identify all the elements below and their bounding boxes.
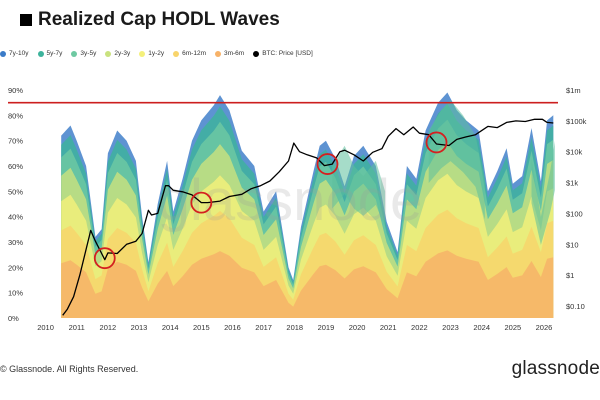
legend-swatch-icon [0,50,6,57]
legend-swatch-icon [105,50,112,57]
legend-item[interactable]: 1y-2y [139,50,164,57]
teal-band-segment [332,145,386,227]
highlight-circle [425,131,448,154]
y-left-tick-label: 60% [8,162,23,171]
x-tick-label: 2014 [162,323,179,332]
legend-item[interactable]: 3y-5y [71,50,96,57]
legend-label: BTC: Price [USD] [262,50,313,57]
legend-item[interactable]: 2y-3y [105,50,130,57]
legend-label: 6m-12m [182,50,206,57]
page-title: Realized Cap HODL Waves [20,9,280,31]
chart-legend: 7y-10y 5y-7y 3y-5y 2y-3y 1y-2y 6m-12m 3m-6m BTC… [0,50,322,57]
legend-item[interactable]: BTC: Price [USD] [253,50,313,57]
y-left-tick-label: 10% [8,289,23,298]
legend-swatch-icon [214,50,221,57]
highlight-circle [93,247,116,270]
hodl-waves-chart: glassnode 2010 2011 2012 2013 2014 2015 2016 20… [8,86,587,332]
title-square-icon [20,14,32,26]
teal-band-segment [428,100,485,220]
legend-label: 1y-2y [148,50,165,57]
legend-item[interactable]: 3m-6m [214,50,245,57]
highlight-circle [190,191,213,214]
legend-label: 7y-10y [9,50,29,57]
legend-label: 3y-5y [80,50,97,57]
y-right-tick-label: $10 [566,240,579,249]
watermark: glassnode [158,168,422,233]
y-right-tick-label: $10k [566,148,583,157]
x-tick-label: 2015 [193,323,210,332]
y-left-tick-label: 0% [8,314,19,323]
page-title-text: Realized Cap HODL Waves [38,9,280,30]
y-left-tick-label: 50% [8,187,23,196]
y-left-tick-label: 30% [8,238,23,247]
x-tick-label: 2016 [224,323,241,332]
copyright-text: © Glassnode. All Rights Reserved. [0,364,139,374]
x-tick-label: 2011 [69,323,85,332]
glassnode-logo: glassnode [511,358,600,379]
y-left-tick-label: 80% [8,111,23,120]
legend-item[interactable]: 7y-10y [0,50,29,57]
x-tick-label: 2025 [504,323,521,332]
btc-price-line [62,118,554,316]
x-tick-label: 2021 [380,323,397,332]
y-left-tick-label: 40% [8,213,23,222]
legend-item[interactable]: 6m-12m [173,50,206,57]
x-tick-label: 2026 [536,323,553,332]
x-tick-label: 2023 [442,323,459,332]
legend-swatch-icon [253,50,260,57]
x-tick-label: 2024 [473,323,490,332]
x-tick-label: 2022 [411,323,428,332]
legend-label: 3m-6m [223,50,245,57]
y-right-tick-label: $1 [566,271,574,280]
teal-band-layer [332,100,555,245]
y-right-tick-label: $1k [566,179,578,188]
highlight-marker-layer [93,131,448,270]
btc-price-layer [62,118,554,316]
legend-swatch-icon [139,50,146,57]
teal-band-segment [531,140,555,245]
x-tick-label: 2010 [37,323,54,332]
y-right-tick-label: $100k [566,117,587,126]
legend-item[interactable]: 5y-7y [37,50,63,57]
legend-swatch-icon [71,50,78,57]
x-tick-label: 2013 [131,323,148,332]
x-tick-label: 2020 [349,323,366,332]
y-right-tick-label: $100 [566,209,583,218]
x-tick-label: 2018 [286,323,303,332]
y-left-tick-label: 20% [8,263,23,272]
legend-swatch-icon [173,50,180,57]
y-left-tick-label: 70% [8,137,23,146]
x-tick-label: 2012 [100,323,117,332]
legend-label: 5y-7y [46,50,63,57]
axis-layer: 2010 2011 2012 2013 2014 2015 2016 2017 2018 2019… [8,86,587,332]
x-tick-label: 2017 [255,323,272,332]
highlight-circle [316,153,339,175]
y-right-tick-label: $1m [566,86,581,95]
x-tick-label: 2019 [318,323,335,332]
legend-label: 2y-3y [114,50,131,57]
y-left-tick-label: 90% [8,86,23,95]
band-3m-6m [61,250,554,318]
legend-swatch-icon [37,50,44,57]
y-right-tick-label: $0.10 [566,302,585,311]
